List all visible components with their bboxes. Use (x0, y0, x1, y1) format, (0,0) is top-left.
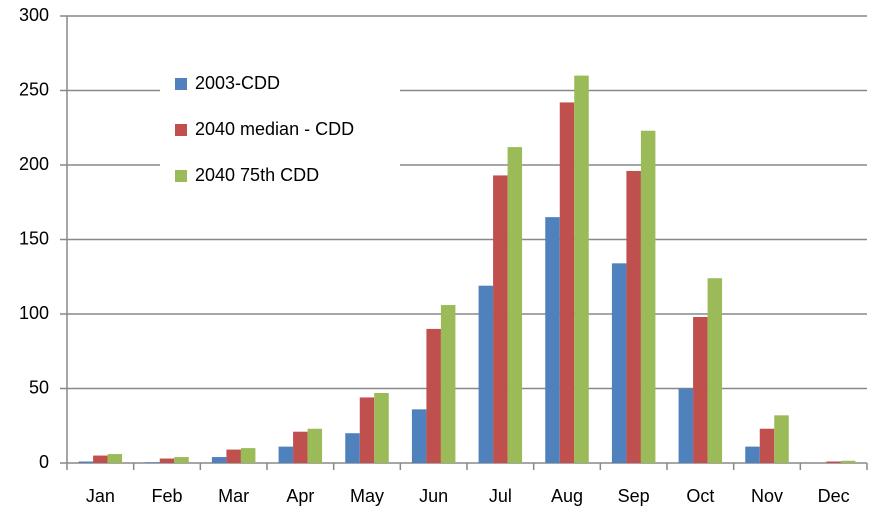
y-tick-label: 300 (19, 5, 49, 25)
bar (240, 448, 256, 463)
x-tick-label: Jan (86, 486, 115, 506)
x-tick-label: Mar (218, 486, 249, 506)
x-tick-label: Sep (618, 486, 650, 506)
bar (426, 328, 441, 463)
bar (174, 457, 189, 463)
legend-swatch (175, 78, 187, 90)
bar (640, 130, 656, 464)
legend-swatch (175, 170, 187, 182)
bar (145, 462, 160, 463)
bar (307, 428, 323, 463)
legend-label: 2040 median - CDD (195, 119, 354, 139)
y-tick-label: 50 (29, 377, 49, 397)
x-tick-label: Feb (151, 486, 182, 506)
x-tick-label: Aug (551, 486, 583, 506)
y-tick-label: 0 (39, 452, 49, 472)
bar (759, 428, 775, 463)
x-tick-label: Jul (489, 486, 512, 506)
bar (493, 175, 508, 463)
bar (774, 415, 789, 463)
bar (359, 397, 375, 463)
x-tick-label: Dec (818, 486, 850, 506)
bar (745, 446, 760, 463)
y-tick-label: 250 (19, 79, 49, 99)
legend-label: 2003-CDD (195, 73, 280, 93)
bar (278, 446, 294, 463)
x-tick-label: Oct (686, 486, 714, 506)
bar (626, 170, 641, 463)
bar (478, 285, 494, 463)
bar (559, 102, 575, 464)
bar (211, 457, 227, 463)
bar (293, 431, 308, 463)
bar (93, 455, 108, 463)
bar (678, 388, 694, 463)
bar (107, 454, 123, 463)
bar (345, 433, 360, 463)
bar (411, 409, 427, 463)
bar (374, 392, 389, 463)
bar (78, 461, 94, 463)
x-tick-label: Apr (286, 486, 314, 506)
bar (611, 263, 627, 463)
bar (826, 461, 841, 463)
y-tick-label: 100 (19, 303, 49, 323)
y-tick-label: 150 (19, 228, 49, 248)
legend-swatch (175, 124, 187, 136)
bar (574, 75, 589, 463)
bar (226, 449, 241, 463)
bar (507, 147, 523, 463)
x-tick-label: Jun (419, 486, 448, 506)
y-tick-label: 200 (19, 154, 49, 174)
bar (707, 278, 723, 463)
bar (159, 458, 175, 463)
legend-label: 2040 75th CDD (195, 165, 319, 185)
bar (693, 316, 708, 463)
bar (440, 305, 456, 463)
x-tick-label: Nov (751, 486, 783, 506)
bar (545, 217, 560, 463)
x-tick-label: May (350, 486, 384, 506)
bar (840, 460, 856, 463)
legend-box (160, 62, 400, 196)
